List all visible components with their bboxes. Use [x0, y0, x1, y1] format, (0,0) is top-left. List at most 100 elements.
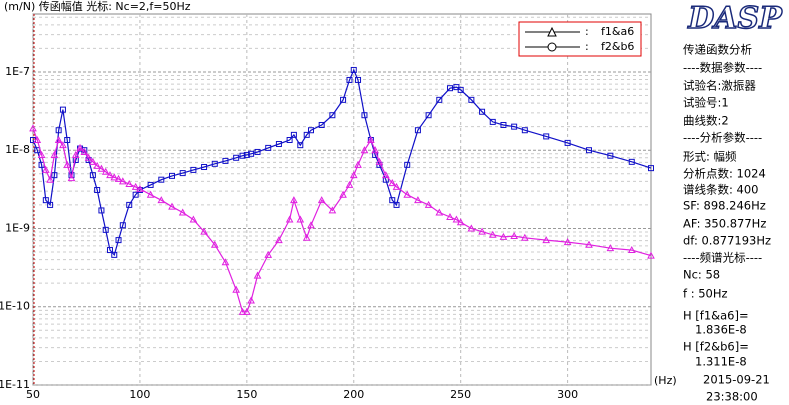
x-tick-label: 100	[129, 388, 150, 401]
marker	[446, 212, 454, 221]
marker	[210, 240, 219, 248]
marker	[285, 215, 294, 223]
marker	[350, 66, 357, 73]
marker	[147, 181, 154, 188]
marker	[452, 215, 461, 223]
marker	[59, 106, 66, 113]
marker	[349, 171, 358, 179]
marker	[499, 232, 508, 240]
x-tick-label: 200	[343, 388, 364, 401]
legend-circle	[547, 42, 557, 52]
panel-line: df: 0.877193Hz	[683, 234, 771, 248]
marker	[111, 251, 118, 258]
marker	[80, 147, 89, 155]
marker	[190, 166, 197, 173]
marker	[179, 170, 186, 177]
marker	[63, 160, 72, 168]
marker	[500, 121, 507, 128]
marker	[84, 153, 93, 161]
panel-line: ----频谱光标----	[683, 251, 762, 265]
marker	[393, 201, 400, 208]
marker	[510, 232, 518, 240]
marker	[563, 238, 572, 246]
marker	[543, 133, 550, 140]
marker	[33, 135, 42, 144]
marker	[307, 127, 314, 134]
marker	[93, 161, 101, 169]
marker	[275, 141, 282, 148]
x-tick-label: 50	[26, 388, 40, 401]
marker	[168, 172, 175, 179]
marker	[392, 182, 401, 190]
y-tick-label: 1E-8	[5, 143, 30, 156]
panel-line: H [f1&a6]=	[683, 309, 749, 323]
marker	[355, 76, 362, 83]
panel-line: AF: 350.877Hz	[683, 217, 766, 231]
marker	[233, 154, 240, 161]
marker	[119, 222, 126, 229]
legend-triangle	[547, 26, 557, 37]
marker	[115, 237, 122, 244]
panel-line: 形式: 幅频	[683, 150, 737, 164]
marker	[511, 123, 518, 130]
marker	[118, 177, 127, 185]
marker	[628, 158, 635, 165]
legend: : : f1&a6 f2&b6	[518, 21, 642, 57]
chart-title: (m/N) 传函幅值 光标: Nc=2,f=50Hz	[4, 0, 191, 13]
marker	[521, 127, 528, 134]
marker	[125, 179, 134, 188]
panel-line: 1.311E-8	[695, 355, 747, 369]
marker	[106, 171, 114, 179]
panel-line: ----数据参数----	[683, 61, 762, 75]
marker	[328, 206, 337, 214]
marker	[59, 141, 67, 149]
marker	[114, 174, 123, 182]
marker	[131, 182, 140, 190]
marker	[520, 233, 529, 241]
marker	[98, 207, 105, 214]
marker	[37, 150, 46, 158]
legend-colon: :	[585, 25, 589, 38]
marker	[146, 190, 155, 198]
marker	[126, 201, 133, 208]
marker	[564, 139, 571, 146]
marker	[253, 271, 262, 279]
panel-line: 曲线数:2	[683, 114, 729, 128]
marker	[101, 167, 110, 175]
panel-line: SF: 898.246Hz	[683, 199, 766, 213]
marker	[54, 135, 63, 144]
panel-line: f : 50Hz	[683, 287, 728, 301]
marker	[50, 150, 59, 158]
marker	[158, 176, 165, 183]
marker	[222, 157, 229, 164]
marker	[414, 196, 422, 204]
x-axis-label: (Hz)	[654, 374, 677, 387]
logo: DASP	[687, 1, 783, 36]
panel-line: 1.836E-8	[695, 323, 747, 337]
marker	[318, 121, 325, 128]
marker	[248, 150, 255, 157]
panel-line: Nc: 58	[683, 268, 720, 282]
legend-label: f1&a6	[601, 25, 634, 38]
marker	[542, 236, 551, 244]
x-tick-label: 250	[450, 388, 471, 401]
marker	[136, 184, 144, 192]
marker	[76, 143, 84, 151]
marker	[345, 180, 354, 188]
marker	[424, 200, 433, 208]
marker	[286, 137, 293, 144]
panel-line: 传递函数分析	[683, 43, 752, 57]
marker	[478, 227, 486, 235]
marker	[290, 131, 297, 138]
marker	[247, 296, 255, 304]
marker	[29, 124, 37, 132]
marker	[89, 172, 96, 179]
y-tick-label: 1E-9	[5, 221, 30, 234]
marker	[265, 144, 272, 151]
marker	[367, 135, 375, 144]
marker	[648, 165, 654, 172]
panel-line: 试验号:1	[683, 96, 729, 110]
marker	[64, 137, 71, 144]
